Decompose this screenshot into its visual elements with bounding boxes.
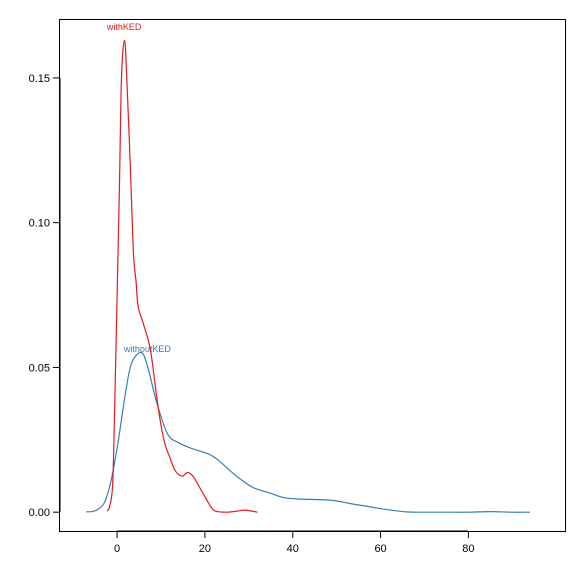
- series-label-withoutKED: withoutKED: [123, 344, 172, 354]
- y-tick-label: 0.00: [29, 507, 50, 519]
- series-line-withoutKED: [86, 351, 530, 513]
- x-tick-label: 0: [114, 543, 120, 555]
- y-tick-label: 0.10: [29, 218, 50, 230]
- series-line-withKED: [106, 39, 258, 513]
- y-axis: 0.00 0.05 0.10 0.15: [29, 73, 61, 519]
- x-tick-label: 40: [287, 543, 299, 555]
- x-tick-label: 20: [199, 543, 211, 555]
- x-axis: 0 20 40 60 80: [114, 530, 475, 555]
- x-tick-label: 80: [462, 543, 474, 555]
- x-tick-label: 60: [374, 543, 386, 555]
- series-label-withKED: withKED: [106, 22, 142, 32]
- y-tick-label: 0.15: [29, 73, 50, 85]
- series-layer: withoutKED withKED: [86, 22, 530, 513]
- y-tick-label: 0.05: [29, 362, 50, 374]
